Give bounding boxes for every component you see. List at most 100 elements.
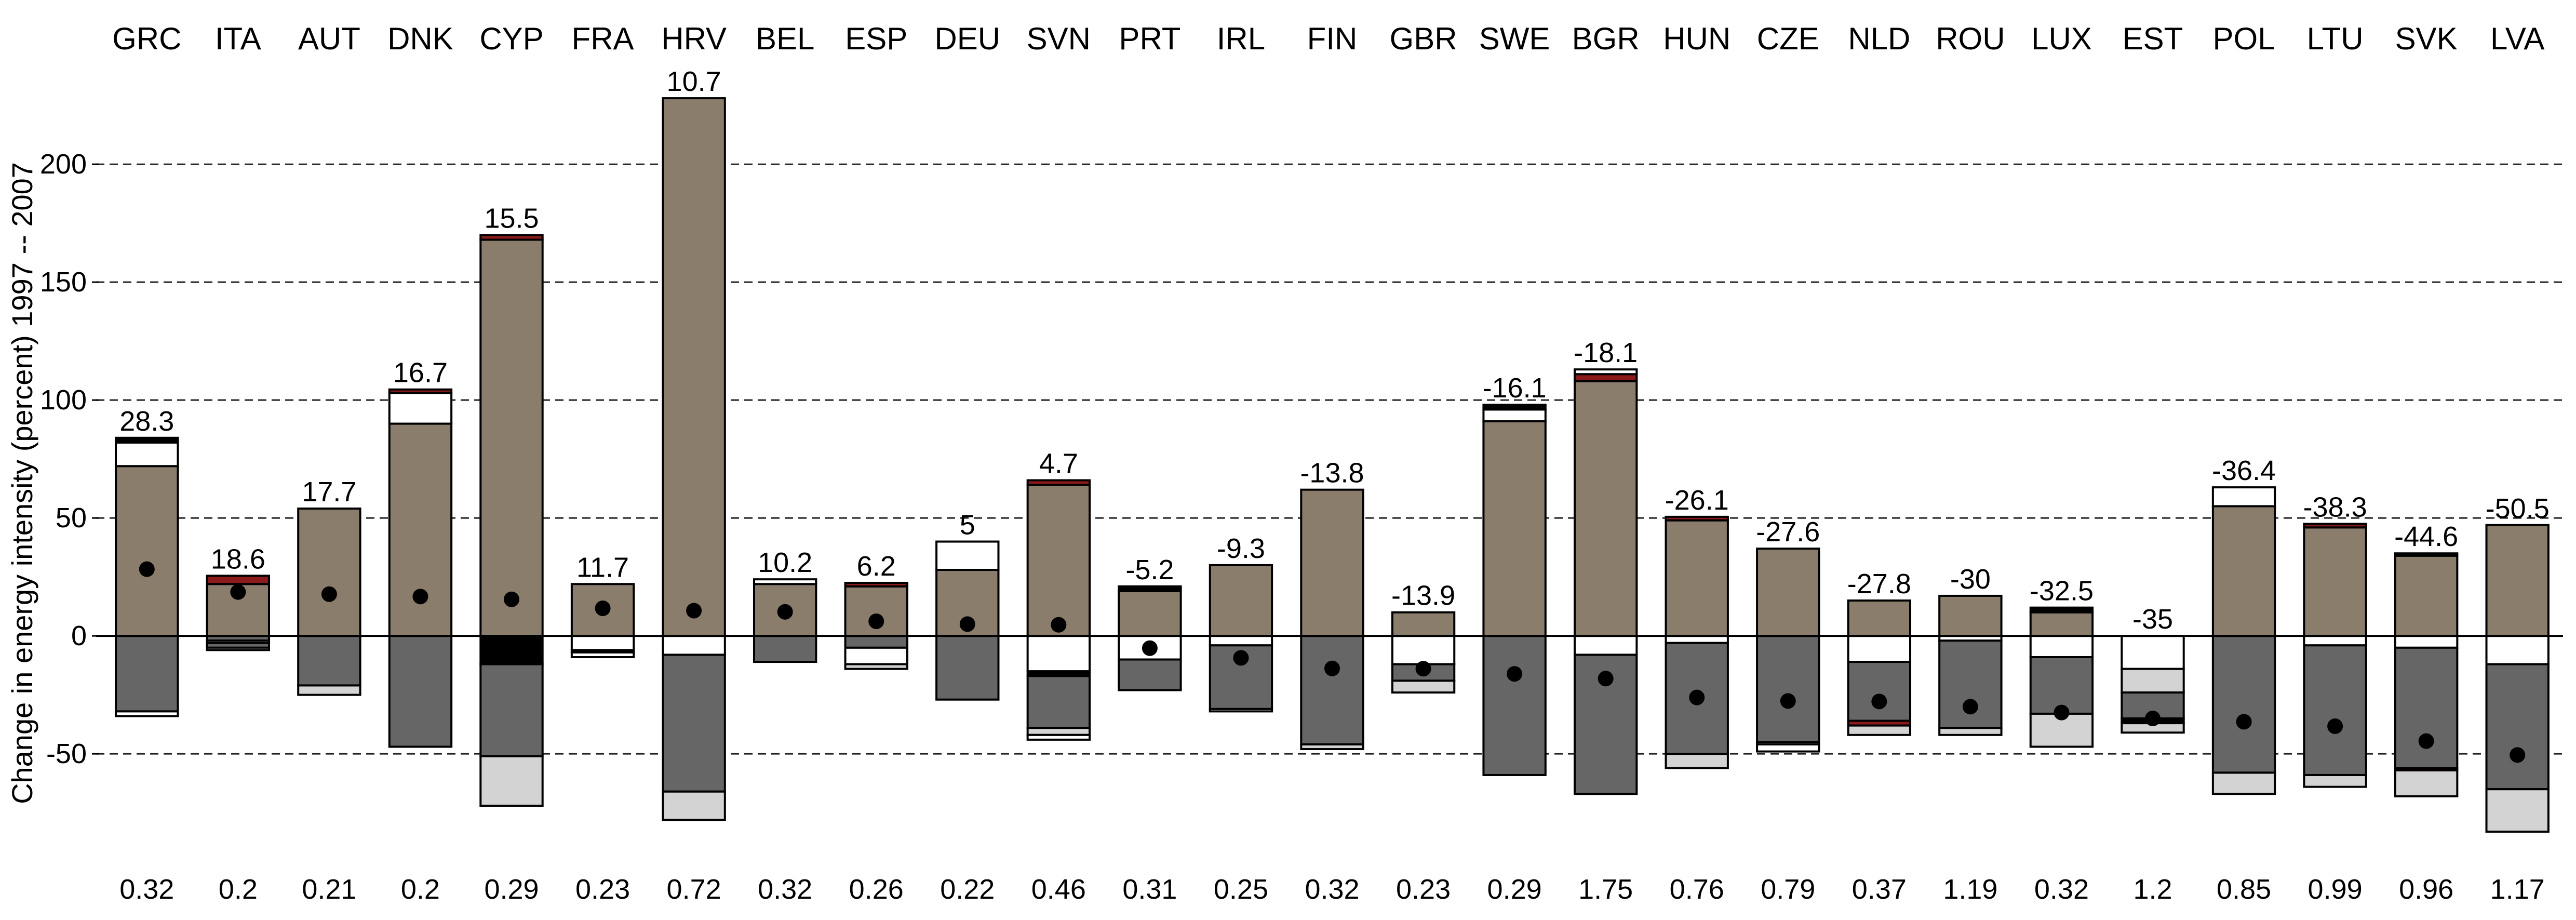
base-value-label: 0.23: [575, 874, 630, 905]
country-label: SWE: [1479, 21, 1550, 56]
total-point: [595, 601, 611, 617]
bar-segment: [115, 436, 179, 444]
bar-segment: [2394, 552, 2459, 557]
bar-stack-svk: [2394, 552, 2459, 797]
base-value-label: 0.37: [1852, 874, 1907, 905]
total-point: [1871, 694, 1887, 710]
bar-stack-cyp: [479, 234, 544, 807]
base-value-label: 0.29: [484, 874, 539, 905]
total-data-label: 18.6: [211, 543, 265, 575]
total-data-label: 6.2: [857, 551, 896, 582]
total-data-label: -36.4: [2212, 455, 2276, 486]
bar-stack-hun: [1665, 515, 1729, 769]
bar-segment: [2303, 644, 2367, 776]
total-point: [2418, 733, 2434, 749]
base-value-label: 0.2: [219, 874, 258, 905]
bar-segment: [662, 790, 726, 821]
country-label: FIN: [1307, 21, 1358, 56]
base-value-label: 0.32: [1305, 874, 1359, 905]
bar-segment: [115, 465, 179, 637]
total-data-label: -35: [2132, 604, 2173, 635]
total-data-label: -26.1: [1665, 485, 1729, 516]
bar-stack-hrv: [662, 97, 726, 821]
bar-segment: [753, 578, 817, 585]
total-data-label: -18.1: [1574, 337, 1638, 368]
bar-segment: [570, 635, 635, 651]
bar-stack-lva: [2485, 524, 2550, 833]
bar-stack-pol: [2211, 486, 2276, 795]
country-label: BGR: [1572, 21, 1640, 56]
total-point: [2327, 718, 2343, 734]
bar-segment: [1847, 635, 1912, 663]
bar-segment: [388, 392, 453, 425]
bar-segment: [115, 635, 179, 713]
bars: [115, 97, 2550, 833]
bar-segment: [570, 651, 635, 658]
bar-segment: [1391, 679, 1456, 694]
total-data-label: 5: [960, 510, 975, 541]
bar-segment: [2303, 523, 2367, 529]
total-data-label: -27.8: [1847, 568, 1911, 599]
bar-segment: [2211, 505, 2276, 637]
y-axis-label: Change in energy intensity (percent) 199…: [6, 162, 38, 804]
country-label: DNK: [387, 21, 453, 56]
bar-segment: [1482, 404, 1547, 411]
bar-segment: [1118, 590, 1182, 637]
bar-segment: [115, 710, 179, 717]
total-point: [777, 604, 793, 620]
bar-segment: [2394, 769, 2459, 797]
bar-segment: [1026, 479, 1091, 486]
base-value-label: 0.23: [1396, 874, 1451, 905]
country-label: CYP: [479, 21, 543, 56]
country-label: IRL: [1217, 21, 1265, 56]
bar-segment: [1665, 635, 1729, 644]
bar-segment: [1938, 727, 2003, 736]
bar-segment: [479, 663, 544, 757]
bar-stack-dnk: [388, 388, 453, 748]
bar-segment: [1573, 373, 1638, 382]
total-data-label: -13.9: [1391, 580, 1455, 611]
base-value-label: 0.2: [401, 874, 440, 905]
total-point: [1507, 666, 1523, 682]
bar-segment: [479, 238, 544, 637]
bar-segment: [479, 635, 544, 665]
country-label: CZE: [1757, 21, 1819, 56]
bar-segment: [662, 97, 726, 637]
bar-segment: [1665, 515, 1729, 522]
base-value-label: 0.96: [2399, 874, 2453, 905]
country-label: LTU: [2307, 21, 2364, 56]
bar-segment: [1209, 564, 1273, 637]
country-label: FRA: [572, 21, 634, 56]
bar-stack-fin: [1300, 488, 1364, 751]
bar-segment: [1482, 635, 1547, 776]
bar-segment: [1026, 675, 1091, 729]
bar-stack-rou: [1938, 594, 2003, 736]
base-value-label: 0.29: [1487, 874, 1542, 905]
bar-segment: [2485, 635, 2550, 665]
bar-stack-grc: [115, 436, 179, 717]
total-point: [2145, 711, 2161, 727]
bar-segment: [1482, 408, 1547, 423]
base-value-label: 0.21: [302, 874, 356, 905]
bar-segment: [2394, 646, 2459, 769]
total-data-label: -30: [1950, 564, 1991, 595]
country-label: NLD: [1848, 21, 1910, 56]
bar-stack-bel: [753, 578, 817, 663]
bar-stack-swe: [1482, 404, 1547, 776]
bar-segment: [1665, 519, 1729, 637]
bar-segment: [297, 684, 361, 696]
bar-segment: [2029, 611, 2094, 637]
bar-segment: [2485, 663, 2550, 791]
total-points: [139, 561, 2526, 763]
base-value-label: 0.32: [758, 874, 812, 905]
bar-segment: [1391, 611, 1456, 637]
bar-stack-ltu: [2303, 523, 2367, 788]
bar-segment: [206, 646, 271, 651]
bar-segment: [2211, 635, 2276, 774]
bar-segment: [1847, 661, 1912, 722]
country-label: SVN: [1027, 21, 1091, 56]
base-value-label: 0.31: [1122, 874, 1177, 905]
country-label: DEU: [934, 21, 1000, 56]
bar-stack-gbr: [1391, 611, 1456, 694]
